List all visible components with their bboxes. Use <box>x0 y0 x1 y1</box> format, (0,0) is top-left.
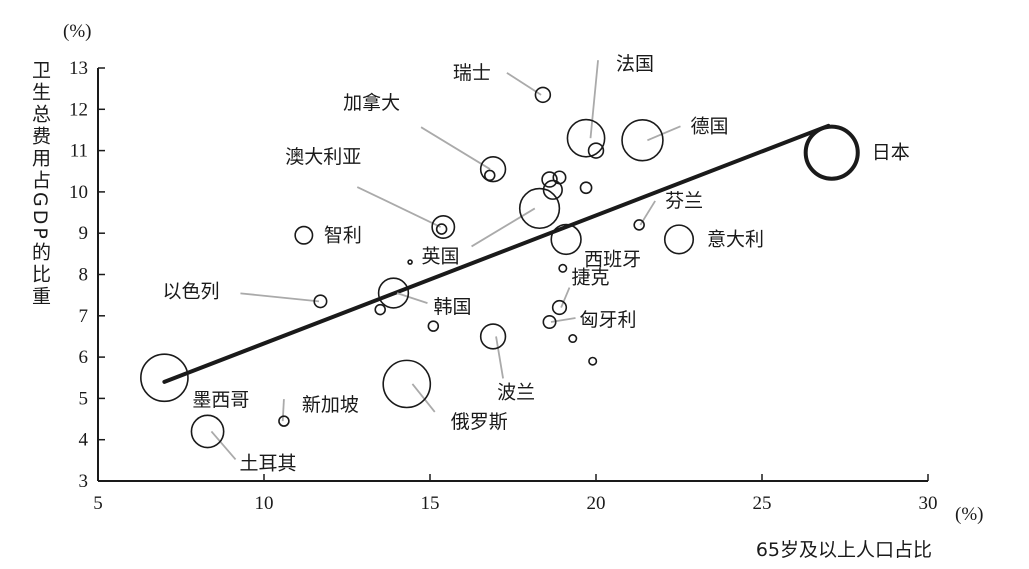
leader-line <box>240 292 320 303</box>
bubble-unlabeled-2 <box>587 142 605 159</box>
leader-line <box>495 336 504 379</box>
point-label: 西班牙 <box>584 248 641 270</box>
x-axis-title: 65岁及以上人口占比 <box>756 539 932 561</box>
bubble-24 <box>542 314 557 329</box>
y-unit-label: (%) <box>63 21 91 42</box>
point-label: 新加坡 <box>302 394 359 416</box>
bubble-unlabeled-22 <box>374 303 386 316</box>
y-tick-label: 5 <box>79 388 89 409</box>
y-axis-title: 卫生总费用占GDP的比重 <box>29 60 51 308</box>
x-tick-label: 20 <box>587 493 606 514</box>
point-label: 瑞士 <box>453 62 491 84</box>
trend-line <box>162 123 831 384</box>
leader-line <box>589 60 599 139</box>
y-tick-label: 4 <box>79 430 89 451</box>
bubble-13 <box>294 225 314 245</box>
point-label: 芬兰 <box>665 190 703 212</box>
leader-line <box>471 207 536 248</box>
bubbles <box>140 86 860 449</box>
bubble-30 <box>382 359 432 409</box>
leader-line <box>411 383 436 413</box>
tick-labels: 3 4 5 6 7 8 9 10 11 12 13 5 10 15 20 25 30 <box>69 58 938 514</box>
leader-lines <box>210 60 681 461</box>
bubble-16 <box>633 219 645 231</box>
bubble-unlabeled-12 <box>435 223 448 235</box>
bubble-unlabeled-7 <box>541 171 558 188</box>
y-tick-label: 9 <box>79 223 89 244</box>
point-label: 加拿大 <box>343 91 400 114</box>
point-label: 捷克 <box>571 267 609 289</box>
point-label: 韩国 <box>433 296 471 318</box>
bubble-20 <box>313 294 328 309</box>
y-tick-label: 12 <box>69 99 88 120</box>
bubble-unlabeled-19 <box>558 263 568 273</box>
bubble-unlabeled-8 <box>552 170 567 185</box>
x-tick-label: 15 <box>421 493 440 514</box>
point-label: 土耳其 <box>240 452 297 474</box>
leader-line <box>560 287 571 308</box>
bubble-21 <box>377 277 410 309</box>
point-label: 澳大利亚 <box>285 146 361 168</box>
point-label: 英国 <box>422 245 460 267</box>
bubble-15 <box>550 223 582 256</box>
x-tick-label: 30 <box>919 493 938 514</box>
trend-line-group <box>162 123 831 384</box>
bubble-unlabeled-27 <box>568 333 578 344</box>
bubble-unlabeled-10 <box>579 181 593 195</box>
bubble-11 <box>431 215 456 239</box>
x-unit-label: (%) <box>955 504 983 525</box>
x-tick-label: 25 <box>753 493 772 514</box>
bubble-31 <box>278 415 290 427</box>
point-label: 意大利 <box>707 228 764 250</box>
y-tick-label: 6 <box>79 347 89 368</box>
point-label: 俄罗斯 <box>451 411 508 433</box>
y-tick-label: 13 <box>69 58 88 79</box>
bubble-unlabeled-9 <box>542 179 563 200</box>
bubble-32 <box>190 414 225 449</box>
leader-line <box>281 399 285 422</box>
point-label: 波兰 <box>497 381 535 403</box>
y-tick-label: 8 <box>79 265 89 286</box>
bubble-14 <box>518 187 561 230</box>
leader-line <box>396 292 428 304</box>
y-tick-label: 3 <box>79 471 89 492</box>
point-label: 智利 <box>324 224 362 246</box>
point-label: 以色列 <box>162 280 219 302</box>
bubble-1 <box>566 118 606 158</box>
x-tick-label: 10 <box>255 493 274 514</box>
bubble-unlabeled-18 <box>407 259 413 265</box>
point-label: 匈牙利 <box>580 309 637 331</box>
bubble-26 <box>479 323 507 350</box>
leader-line <box>506 72 542 96</box>
bubble-17 <box>663 224 695 255</box>
y-tick-label: 10 <box>69 182 88 203</box>
point-label: 日本 <box>872 142 910 164</box>
leader-line <box>647 125 681 142</box>
bubble-4 <box>803 124 860 181</box>
bubble-23 <box>551 299 568 316</box>
x-tick-label: 5 <box>93 493 103 514</box>
point-label: 德国 <box>690 115 728 137</box>
bubble-29 <box>140 353 189 403</box>
bubble-unlabeled-25 <box>427 320 440 332</box>
leader-line <box>210 430 237 461</box>
point-label: 墨西哥 <box>192 389 249 411</box>
point-label: 法国 <box>616 53 654 75</box>
bubble-unlabeled-6 <box>484 169 496 182</box>
bubble-unlabeled-28 <box>588 356 598 366</box>
y-tick-label: 11 <box>70 141 88 162</box>
bubble-3 <box>621 119 664 162</box>
leader-line <box>420 126 491 170</box>
axes <box>97 67 929 482</box>
bubble-0 <box>534 86 552 104</box>
y-tick-label: 7 <box>79 306 89 327</box>
leader-line <box>356 186 441 228</box>
bubble-5 <box>479 155 507 183</box>
